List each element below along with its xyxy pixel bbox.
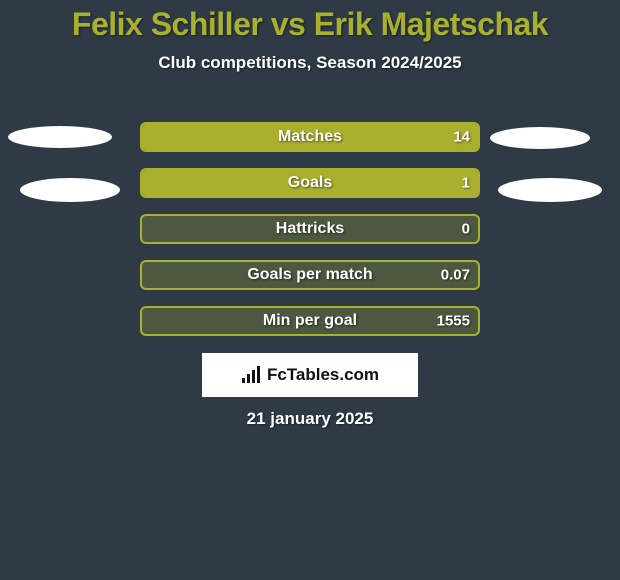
logo: FcTables.com [241,365,379,385]
stat-label: Matches [278,128,342,146]
stat-value-right: 14 [453,129,470,146]
stat-bar: Hattricks 0 [140,214,480,244]
stat-value-right: 0.07 [441,267,470,284]
stat-row: Goals per match 0.07 [0,260,620,290]
stat-bar: Goals per match 0.07 [140,260,480,290]
stat-value-right: 1 [462,175,470,192]
stat-label: Min per goal [263,312,357,330]
stat-row: Min per goal 1555 [0,306,620,336]
page-subtitle: Club competitions, Season 2024/2025 [0,53,620,73]
page-title: Felix Schiller vs Erik Majetschak [0,0,620,43]
chart-icon [241,366,263,384]
avatar-placeholder [20,178,120,202]
avatar-placeholder [498,178,602,202]
stat-bar: Min per goal 1555 [140,306,480,336]
stat-label: Goals [288,174,332,192]
stat-row: Hattricks 0 [0,214,620,244]
stat-value-right: 0 [462,221,470,238]
stats-area: Matches 14 Goals 1 Hattricks 0 Goals per match… [0,122,620,352]
logo-box: FcTables.com [202,353,418,397]
stat-label: Goals per match [247,266,372,284]
stat-bar: Goals 1 [140,168,480,198]
logo-text: FcTables.com [267,365,379,385]
stat-bar: Matches 14 [140,122,480,152]
date-text: 21 january 2025 [0,409,620,429]
stat-value-right: 1555 [437,313,470,330]
stat-label: Hattricks [276,220,344,238]
avatar-placeholder [490,127,590,149]
avatar-placeholder [8,126,112,148]
